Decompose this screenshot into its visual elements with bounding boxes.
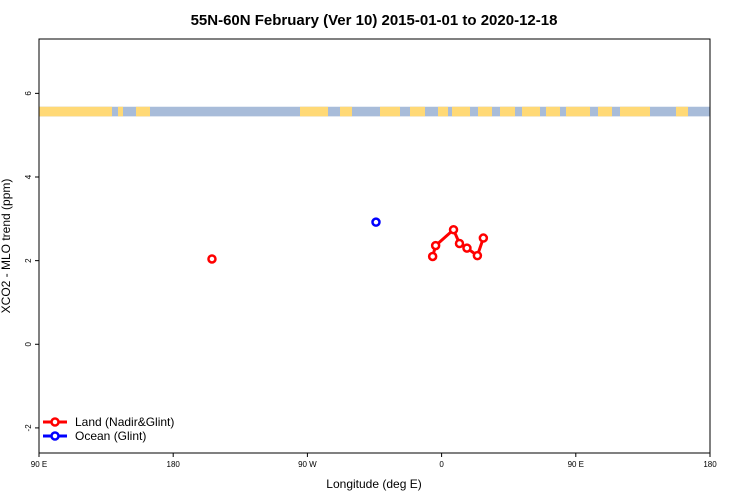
x-tick-label: 180	[167, 460, 181, 469]
band-land	[300, 106, 328, 117]
band-land	[676, 106, 688, 117]
band-land	[340, 106, 352, 117]
band-land	[598, 106, 612, 117]
band-land	[500, 106, 515, 117]
y-tick-label: -2	[24, 424, 33, 432]
land-nadir-glint-point	[448, 224, 459, 235]
land-nadir-glint-point	[462, 243, 472, 253]
land-mask-band	[39, 106, 710, 117]
land-nadir-glint-point	[454, 238, 465, 249]
x-tick-label: 90 E	[568, 460, 584, 469]
band-land	[452, 106, 470, 117]
x-axis-label: Longitude (deg E)	[326, 477, 421, 491]
legend-label: Ocean (Glint)	[75, 429, 146, 443]
band-ocean	[39, 106, 710, 117]
legend: Land (Nadir&Glint)Ocean (Glint)	[43, 415, 174, 443]
y-axis-label: XCO2 - MLO trend (ppm)	[0, 179, 13, 314]
band-land	[39, 106, 112, 117]
data-marks	[207, 217, 489, 264]
land-nadir-glint-point	[430, 240, 441, 251]
x-axis: 90 E 180 90 W 0 90 E 180	[31, 453, 717, 469]
band-land	[566, 106, 590, 117]
y-tick-label: 6	[24, 91, 33, 96]
x-tick-label: 90 E	[31, 460, 47, 469]
band-land	[522, 106, 540, 117]
y-tick-label: 4	[24, 174, 33, 179]
band-land	[478, 106, 492, 117]
land-nadir-glint-point	[207, 254, 217, 264]
band-land	[118, 106, 123, 117]
x-tick-label: 180	[703, 460, 717, 469]
legend-marker	[50, 417, 60, 427]
y-axis: -2 0 2 4 6	[24, 91, 39, 432]
land-nadir-glint-point	[478, 233, 489, 243]
ocean-glint-point	[371, 217, 381, 227]
band-land	[410, 106, 425, 117]
legend-marker	[50, 431, 60, 441]
band-land	[546, 106, 560, 117]
band-land	[620, 106, 650, 117]
y-tick-label: 2	[24, 258, 33, 263]
band-land	[136, 106, 150, 117]
legend-label: Land (Nadir&Glint)	[75, 415, 174, 429]
band-land	[380, 106, 400, 117]
land-nadir-glint-point	[472, 250, 483, 261]
plot-frame	[38, 38, 711, 454]
x-tick-label: 0	[439, 460, 444, 469]
chart-title: 55N-60N February (Ver 10) 2015-01-01 to …	[191, 12, 558, 29]
band-land	[438, 106, 448, 117]
x-tick-label: 90 W	[298, 460, 317, 469]
land-nadir-glint-point	[427, 251, 438, 262]
y-tick-label: 0	[24, 341, 33, 346]
